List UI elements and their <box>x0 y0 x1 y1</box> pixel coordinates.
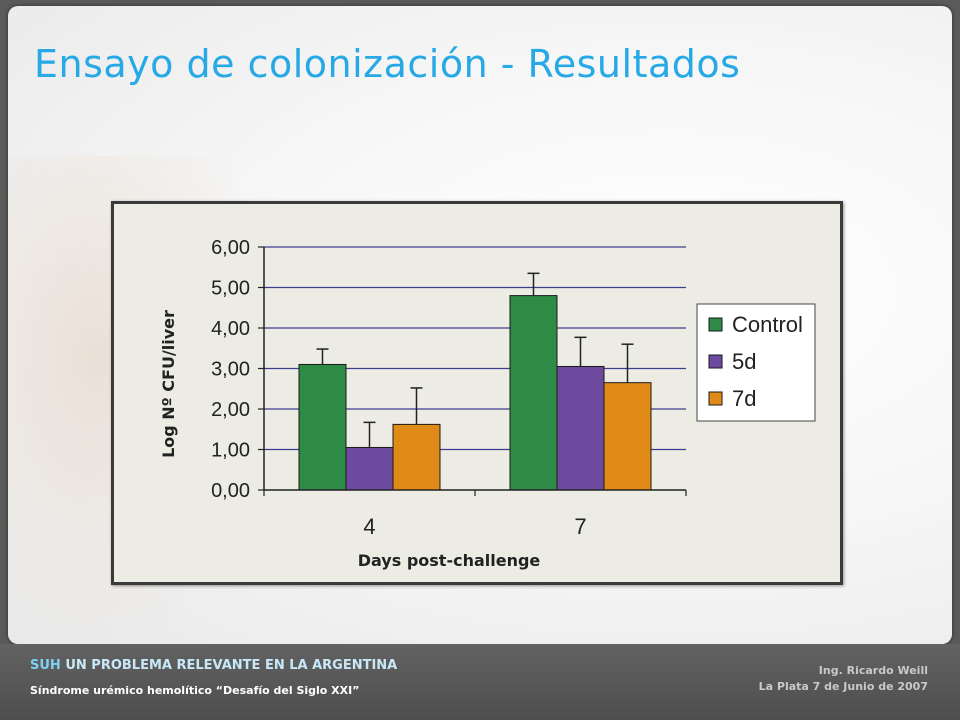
y-tick-label: 2,00 <box>211 399 250 421</box>
bar <box>392 423 441 491</box>
bar <box>298 363 347 491</box>
footer-subtitle: Síndrome urémico hemolítico “Desafío del… <box>30 684 360 697</box>
bar <box>345 446 394 491</box>
footer-place-date: La Plata 7 de Junio de 2007 <box>758 680 928 693</box>
legend-swatch <box>708 391 723 406</box>
legend-label: 5d <box>732 349 756 374</box>
legend: Control 5d 7d <box>696 303 816 422</box>
y-tick-label: 4,00 <box>211 318 250 340</box>
bar-chart: 0,00 1,00 2,00 3,00 4,00 5,00 6,00 4 7 Log Nº C… <box>159 237 816 570</box>
y-tick-label: 5,00 <box>211 278 250 300</box>
footer-bar: SUH UN PROBLEMA RELEVANTE EN LA ARGENTIN… <box>0 644 960 720</box>
slide: Ensayo de colonización - Resultados 0,00… <box>8 6 952 644</box>
y-tick-label: 0,00 <box>211 480 250 502</box>
footer-headline-line: SUH UN PROBLEMA RELEVANTE EN LA ARGENTIN… <box>30 658 397 673</box>
x-category-label: 4 <box>363 514 375 539</box>
legend-swatch <box>708 317 723 332</box>
footer-author: Ing. Ricardo Weill <box>818 664 928 677</box>
chart-frame: 0,00 1,00 2,00 3,00 4,00 5,00 6,00 4 7 Log Nº C… <box>111 201 843 585</box>
y-tick-label: 1,00 <box>211 440 250 462</box>
y-tick-label: 3,00 <box>211 359 250 381</box>
y-tick-label: 6,00 <box>211 237 250 259</box>
legend-label: 7d <box>732 386 756 411</box>
bar <box>556 365 605 491</box>
bar <box>509 295 558 491</box>
slide-title: Ensayo de colonización - Resultados <box>34 42 741 86</box>
footer-headline: UN PROBLEMA RELEVANTE EN LA ARGENTINA <box>65 658 398 673</box>
footer-brand: SUH <box>30 658 61 673</box>
x-category-label: 7 <box>574 514 586 539</box>
y-axis-title: Log Nº CFU/liver <box>159 310 178 458</box>
legend-swatch <box>708 354 723 369</box>
legend-label: Control <box>732 312 803 337</box>
x-axis-title: Days post-challenge <box>358 551 541 570</box>
bar <box>603 382 652 491</box>
